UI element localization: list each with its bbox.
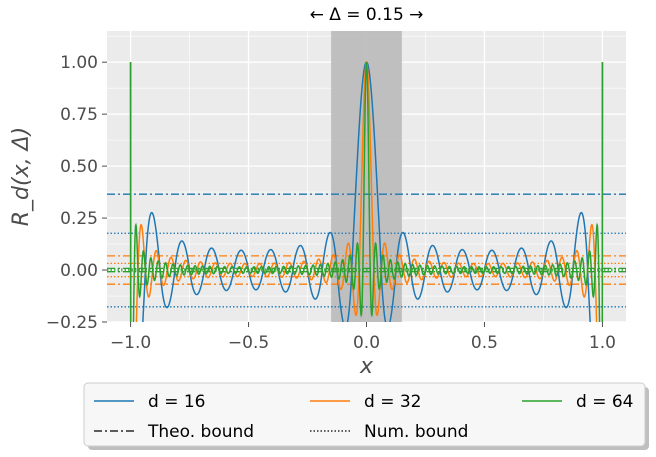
x-tick-label: −0.5 xyxy=(228,333,269,353)
x-tick-label: 0.5 xyxy=(471,333,498,353)
x-tick-label: 1.0 xyxy=(589,333,616,353)
plot-lines xyxy=(107,61,626,322)
y-tick-label: −0.25 xyxy=(46,313,98,333)
y-tick-label: 0.25 xyxy=(60,209,98,229)
series-line-64 xyxy=(129,62,604,322)
legend-label: d = 64 xyxy=(576,392,633,412)
delta-annotation: ← Δ = 0.15 → xyxy=(310,5,424,25)
x-tick-label: −1.0 xyxy=(110,333,151,353)
legend: d = 16 d = 32 d = 64 Theo. bound Num. bound xyxy=(83,382,649,450)
y-tick-label: 1.00 xyxy=(60,53,98,73)
y-axis-label: R_d(x, Δ) xyxy=(9,127,34,226)
x-tick-label: 0.0 xyxy=(353,333,380,353)
x-axis-label: x xyxy=(359,354,374,379)
legend-label: Theo. bound xyxy=(147,422,254,442)
legend-label: d = 32 xyxy=(364,392,421,412)
legend-label: Num. bound xyxy=(364,422,468,442)
legend-box xyxy=(83,382,646,447)
y-tick-label: 0.50 xyxy=(60,157,98,177)
delta-band xyxy=(331,31,402,322)
y-tick-label: 0.75 xyxy=(60,105,98,125)
y-tick-label: 0.00 xyxy=(60,261,98,281)
legend-label: d = 16 xyxy=(148,392,205,412)
